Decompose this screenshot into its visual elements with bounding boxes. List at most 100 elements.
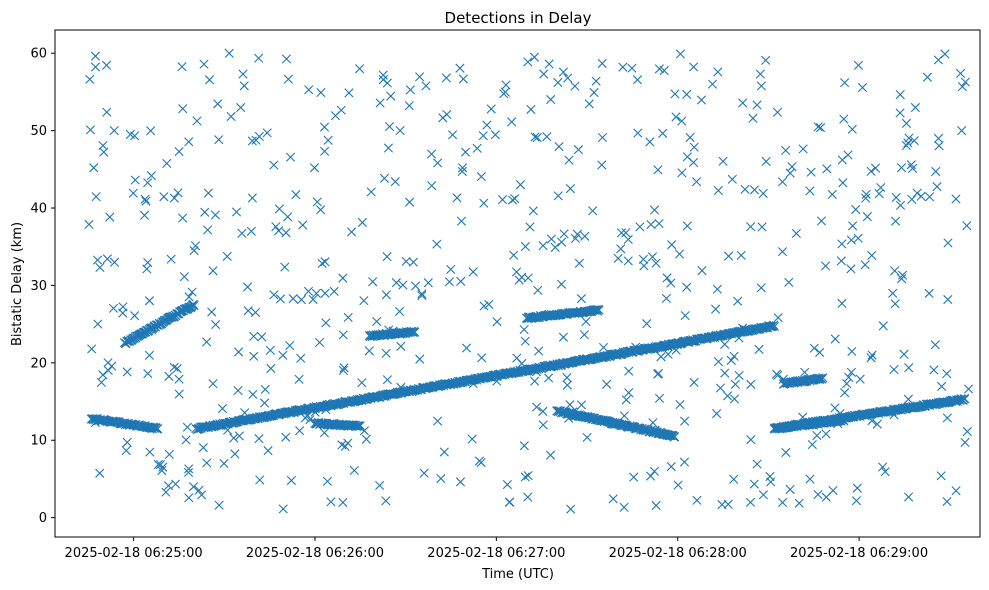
data-point xyxy=(320,288,330,298)
data-point xyxy=(733,296,743,306)
data-point xyxy=(143,178,153,188)
data-point xyxy=(344,88,354,98)
data-point xyxy=(381,496,391,506)
data-point xyxy=(594,305,604,315)
data-point xyxy=(144,350,155,360)
data-point xyxy=(214,500,224,510)
data-point xyxy=(960,77,970,87)
data-point xyxy=(670,432,680,442)
data-point xyxy=(659,65,669,76)
data-point xyxy=(861,189,871,199)
data-point xyxy=(646,219,656,230)
data-point xyxy=(648,418,658,428)
data-point xyxy=(746,222,756,232)
data-point xyxy=(729,351,739,361)
data-point xyxy=(794,498,804,508)
data-point xyxy=(746,379,756,389)
data-point xyxy=(300,413,310,423)
x-axis: 2025-02-18 06:25:00 2025-02-18 06:26:00 20… xyxy=(65,537,928,561)
data-point xyxy=(619,502,629,512)
data-point xyxy=(233,347,244,357)
data-point xyxy=(118,308,128,318)
data-point xyxy=(806,167,816,177)
data-point xyxy=(523,57,533,67)
data-point xyxy=(546,234,556,244)
data-point xyxy=(565,184,575,194)
data-point xyxy=(511,267,522,277)
data-point xyxy=(579,330,589,340)
data-point xyxy=(542,132,552,142)
data-point xyxy=(749,479,759,489)
data-point xyxy=(455,378,465,388)
data-point xyxy=(326,497,336,507)
data-point xyxy=(184,292,194,302)
data-point xyxy=(534,346,544,356)
data-point xyxy=(546,94,556,105)
data-point xyxy=(501,80,511,90)
data-point xyxy=(391,278,401,288)
data-point xyxy=(813,122,823,132)
data-point xyxy=(381,290,391,300)
data-point xyxy=(269,290,279,300)
data-point xyxy=(661,293,672,303)
data-point xyxy=(670,89,680,99)
data-point xyxy=(166,254,176,264)
data-point xyxy=(813,489,823,500)
x-tick-label: 2025-02-18 06:25:00 xyxy=(65,546,203,561)
data-point xyxy=(562,380,572,390)
data-point xyxy=(479,301,489,311)
data-point xyxy=(651,258,661,268)
data-point xyxy=(538,420,548,430)
data-point xyxy=(486,104,496,114)
data-point xyxy=(689,377,699,387)
data-point xyxy=(255,475,265,485)
data-point xyxy=(468,267,478,277)
data-point xyxy=(564,413,574,423)
data-point xyxy=(713,357,724,367)
data-point xyxy=(666,278,676,288)
data-point xyxy=(916,191,926,201)
data-point xyxy=(310,407,320,417)
data-point xyxy=(388,326,398,336)
data-point xyxy=(320,146,330,156)
data-point xyxy=(321,318,331,328)
data-point xyxy=(861,193,871,203)
data-point xyxy=(505,497,515,507)
data-point xyxy=(211,320,221,330)
chart-title: Detections in Delay xyxy=(445,9,592,27)
data-point xyxy=(161,487,171,497)
data-point xyxy=(510,194,520,204)
data-point xyxy=(455,477,466,487)
x-axis-label: Time (UTC) xyxy=(481,567,554,582)
data-point xyxy=(846,264,856,274)
data-point xyxy=(888,288,898,298)
data-point xyxy=(405,85,415,95)
data-point xyxy=(553,77,563,88)
data-point xyxy=(530,132,540,142)
data-point xyxy=(174,374,184,384)
data-point xyxy=(405,197,415,207)
data-point xyxy=(237,228,247,238)
x-tick-label: 2025-02-18 06:27:00 xyxy=(427,546,565,561)
data-point xyxy=(957,126,967,136)
data-point xyxy=(752,100,762,110)
data-point xyxy=(895,200,906,210)
data-point xyxy=(322,476,333,486)
data-point xyxy=(866,166,876,176)
data-point xyxy=(679,457,690,467)
data-point xyxy=(722,391,733,401)
data-point xyxy=(172,363,182,374)
data-point xyxy=(889,364,899,375)
data-point xyxy=(446,264,456,275)
data-point xyxy=(671,345,681,355)
data-point xyxy=(718,156,728,166)
data-point xyxy=(663,349,673,359)
data-point xyxy=(169,193,179,203)
data-point xyxy=(381,348,391,358)
data-point xyxy=(410,281,421,291)
data-point xyxy=(490,130,500,140)
data-point xyxy=(685,132,695,143)
data-point xyxy=(553,191,563,201)
data-point xyxy=(316,205,326,215)
data-point xyxy=(520,472,530,482)
